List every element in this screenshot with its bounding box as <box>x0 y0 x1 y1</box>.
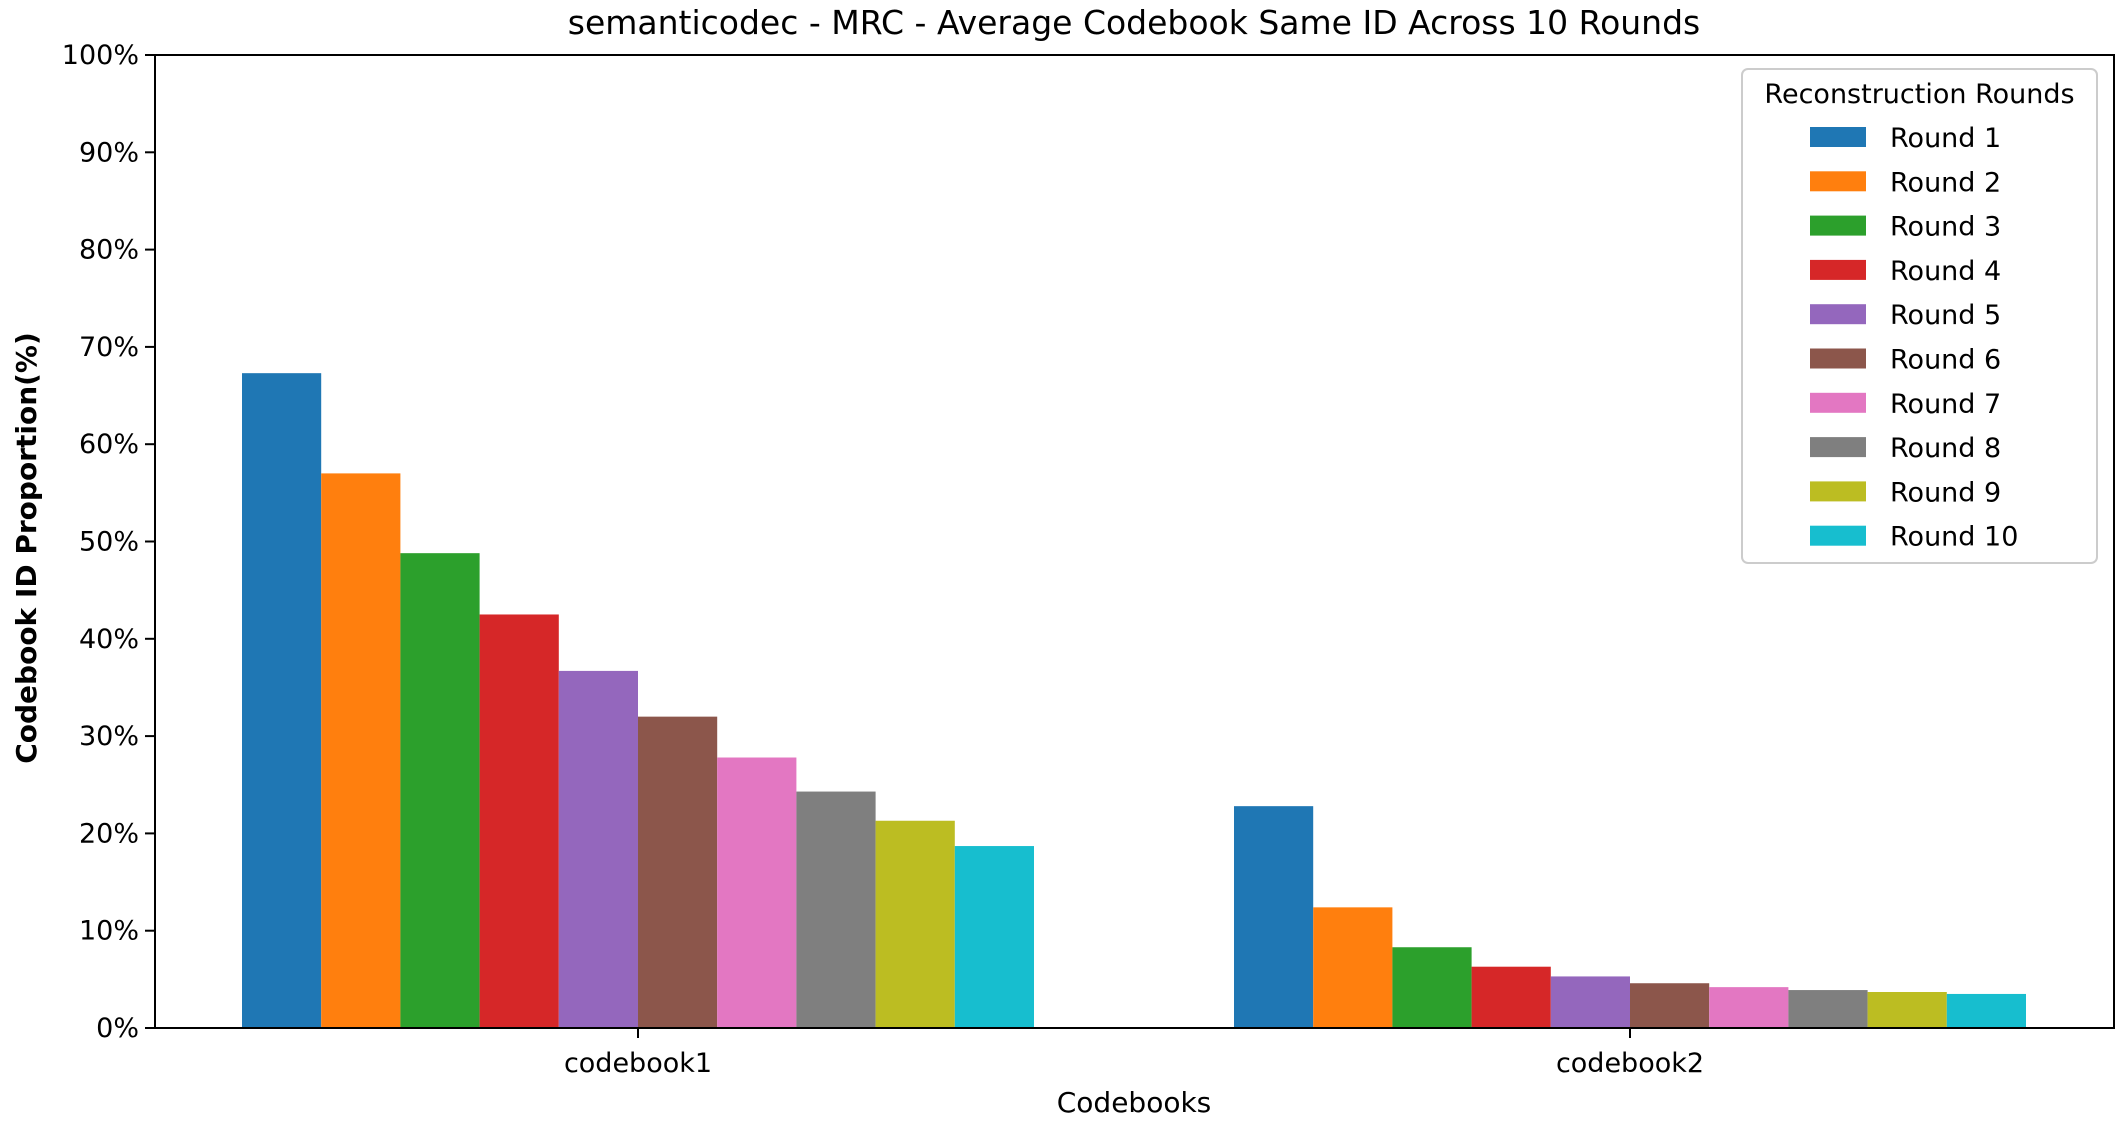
legend-swatch-round-3 <box>1810 215 1866 236</box>
y-tick-label: 0% <box>96 1013 139 1044</box>
y-tick-label: 10% <box>79 916 139 947</box>
legend-label-round-1: Round 1 <box>1890 123 2001 154</box>
chart-title: semanticodec - MRC - Average Codebook Sa… <box>568 3 1700 42</box>
y-axis-label: Codebook ID Proportion(%) <box>10 332 43 764</box>
legend-label-round-10: Round 10 <box>1890 522 2018 553</box>
y-tick-label: 70% <box>79 332 139 363</box>
y-tick-label: 80% <box>79 235 139 266</box>
legend-label-round-6: Round 6 <box>1890 345 2001 376</box>
y-tick-label: 20% <box>79 818 139 849</box>
y-tick-label: 40% <box>79 624 139 655</box>
legend-title: Reconstruction Rounds <box>1764 79 2074 110</box>
x-tick-label-codebook1: codebook1 <box>564 1048 712 1079</box>
y-tick-label: 30% <box>79 721 139 752</box>
bar-round-7-codebook2 <box>1709 987 1789 1028</box>
bar-round-5-codebook1 <box>558 670 638 1028</box>
legend-label-round-9: Round 9 <box>1890 477 2001 508</box>
bar-round-3-codebook1 <box>400 553 480 1028</box>
bar-round-1-codebook2 <box>1234 806 1314 1028</box>
x-axis: codebook1 codebook2 <box>564 1028 1704 1079</box>
legend-swatch-round-1 <box>1810 127 1866 147</box>
legend-swatch-round-7 <box>1810 392 1866 413</box>
y-tick-label: 60% <box>79 429 139 460</box>
bar-round-10-codebook1 <box>954 846 1034 1028</box>
legend-label-round-8: Round 8 <box>1890 433 2001 464</box>
legend-swatch-round-9 <box>1810 481 1866 502</box>
bar-round-9-codebook1 <box>875 820 955 1028</box>
legend-swatch-round-4 <box>1810 259 1866 280</box>
y-tick-label: 90% <box>79 137 139 168</box>
bars-group <box>242 373 2026 1028</box>
bar-round-8-codebook2 <box>1788 990 1868 1028</box>
y-tick-label: 100% <box>62 40 139 71</box>
bar-round-2-codebook1 <box>321 473 401 1028</box>
bar-round-1-codebook1 <box>242 373 322 1028</box>
bar-round-10-codebook2 <box>1946 993 2026 1028</box>
bar-round-6-codebook1 <box>638 716 718 1028</box>
legend-swatch-round-2 <box>1810 171 1866 192</box>
legend-label-round-3: Round 3 <box>1890 212 2001 243</box>
bar-round-4-codebook1 <box>479 614 559 1028</box>
legend-swatch-round-10 <box>1810 525 1866 546</box>
x-axis-label: Codebooks <box>1057 1086 1212 1118</box>
legend-swatch-round-8 <box>1810 437 1866 458</box>
legend-swatch-round-6 <box>1810 348 1866 369</box>
bar-round-6-codebook2 <box>1630 983 1710 1028</box>
y-axis: 0% 10% 20% 30% 40% 50% 60% 70% 80% 90% 100% <box>62 40 155 1044</box>
bar-round-2-codebook2 <box>1313 907 1393 1028</box>
legend-label-round-7: Round 7 <box>1890 389 2001 420</box>
bar-round-8-codebook1 <box>796 791 876 1028</box>
legend: Reconstruction Rounds Round 1 Round 2 Round… <box>1741 68 2098 564</box>
y-tick-label: 50% <box>79 527 139 558</box>
x-tick-label-codebook2: codebook2 <box>1556 1048 1704 1079</box>
legend-swatch-round-5 <box>1810 304 1866 325</box>
bar-round-9-codebook2 <box>1867 991 1947 1028</box>
bar-round-5-codebook2 <box>1550 976 1630 1028</box>
bar-round-7-codebook1 <box>717 757 797 1028</box>
plot-frame <box>154 54 2115 1029</box>
legend-label-round-4: Round 4 <box>1890 256 2001 287</box>
legend-label-round-2: Round 2 <box>1890 167 2001 198</box>
bar-round-4-codebook2 <box>1471 966 1551 1028</box>
legend-label-round-5: Round 5 <box>1890 300 2001 331</box>
bar-round-3-codebook2 <box>1392 947 1472 1028</box>
